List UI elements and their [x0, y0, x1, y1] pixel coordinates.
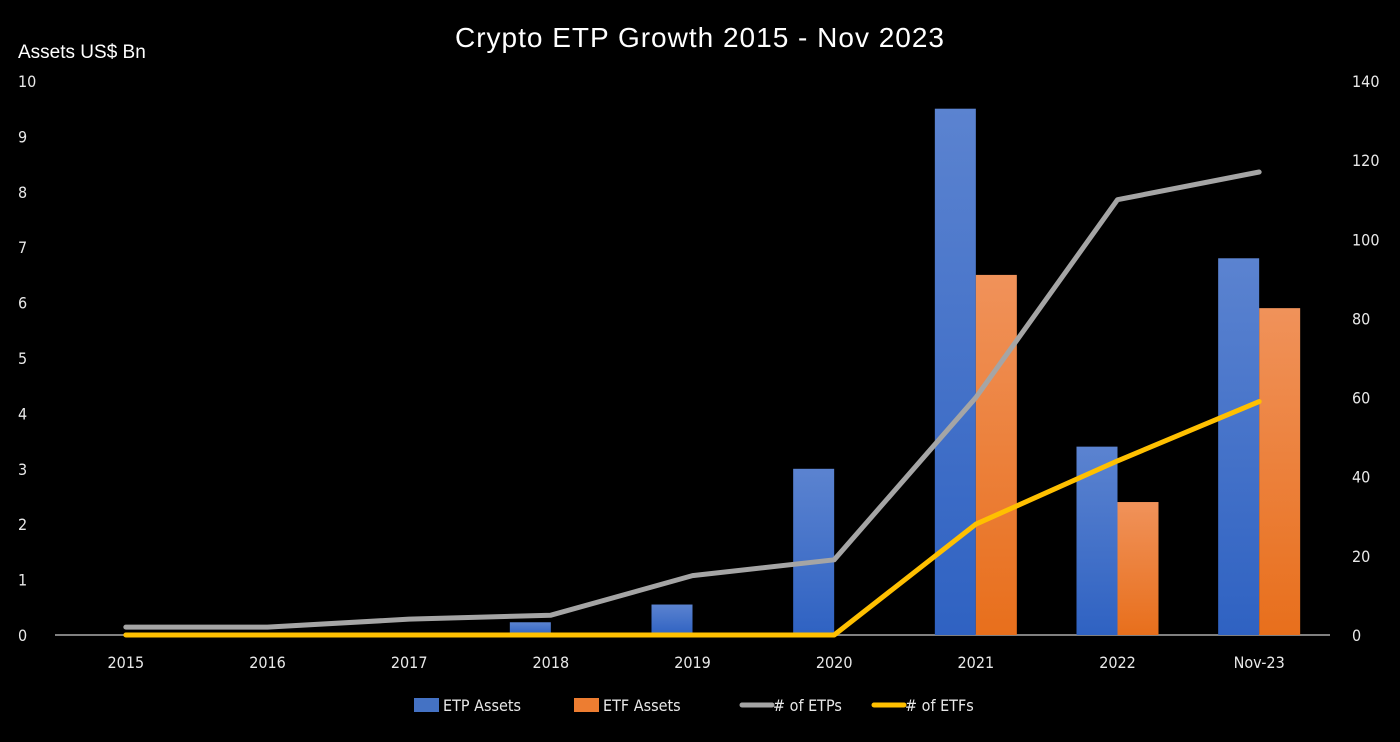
y2-tick-label: 140	[1352, 72, 1379, 91]
bar-etp-assets	[793, 468, 835, 635]
legend-label: # of ETFs	[905, 696, 974, 715]
lines	[123, 169, 1262, 638]
x-tick-label: 2016	[249, 653, 286, 672]
y-tick-label: 10	[18, 72, 36, 91]
bars	[509, 108, 1301, 635]
y2-tick-label: 120	[1352, 151, 1379, 170]
bar-etp-assets	[509, 622, 551, 635]
legend-swatch	[574, 698, 599, 712]
bar-etf-assets	[1117, 502, 1159, 635]
y-tick-label: 9	[18, 127, 27, 146]
y-axis-label: Assets US$ Bn	[18, 42, 146, 63]
bar-etp-assets	[1218, 258, 1260, 635]
y-tick-label: 8	[18, 183, 27, 202]
bar-etp-assets	[651, 604, 693, 635]
x-tick-label: 2015	[108, 653, 145, 672]
y-tick-label: 4	[18, 404, 27, 423]
bar-etf-assets	[975, 274, 1017, 635]
y2-tick-label: 0	[1352, 626, 1361, 645]
chart-title: Crypto ETP Growth 2015 - Nov 2023	[455, 22, 945, 53]
x-tick-label: 2019	[674, 653, 711, 672]
y-tick-label: 0	[18, 626, 27, 645]
y-tick-label: 7	[18, 238, 27, 257]
y-tick-label: 6	[18, 294, 27, 313]
x-tick-label: 2022	[1099, 653, 1136, 672]
line--of-etfs	[123, 399, 1262, 638]
y2-tick-label: 40	[1352, 468, 1370, 487]
legend-swatch	[414, 698, 439, 712]
legend-label: ETP Assets	[443, 696, 521, 715]
y-tick-label: 5	[18, 349, 27, 368]
y2-tick-label: 60	[1352, 389, 1370, 408]
y-tick-label: 3	[18, 460, 27, 479]
bar-etp-assets	[934, 108, 976, 635]
y2-tick-label: 20	[1352, 547, 1370, 566]
y-tick-label: 2	[18, 515, 27, 534]
x-tick-label: 2020	[816, 653, 853, 672]
legend: ETP Assets ETF Assets # of ETPs # of ETFs	[414, 696, 974, 715]
x-tick-label: 2021	[958, 653, 995, 672]
x-tick-label: 2017	[391, 653, 428, 672]
x-tick-label: Nov-23	[1234, 653, 1285, 672]
bar-etf-assets	[1259, 308, 1301, 635]
line--of-etps	[123, 169, 1262, 630]
x-tick-label: 2018	[533, 653, 570, 672]
y-tick-label: 1	[18, 571, 27, 590]
legend-label: # of ETPs	[773, 696, 842, 715]
y2-tick-label: 80	[1352, 309, 1370, 328]
y2-tick-label: 100	[1352, 230, 1379, 249]
legend-label: ETF Assets	[603, 696, 681, 715]
